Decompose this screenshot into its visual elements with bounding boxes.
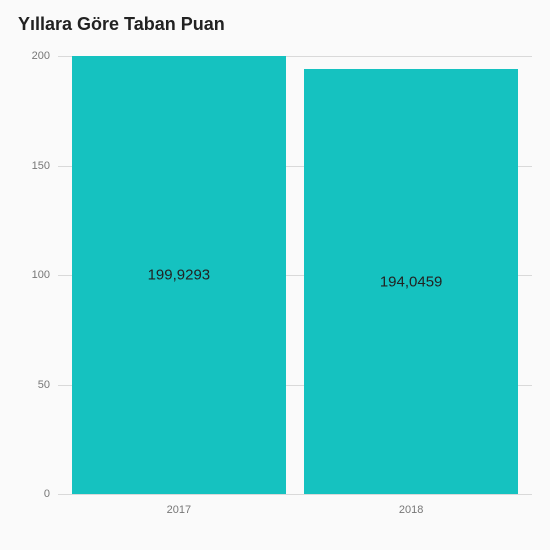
plot-area: 050100150200199,92932017194,04592018 — [58, 56, 532, 494]
bar: 194,0459 — [304, 69, 517, 494]
grid-line — [58, 494, 532, 495]
x-tick-label: 2017 — [167, 504, 191, 516]
y-tick-label: 0 — [10, 488, 50, 500]
chart-title: Yıllara Göre Taban Puan — [18, 14, 225, 35]
bar-value-label: 199,9293 — [72, 267, 285, 284]
y-tick-label: 100 — [10, 269, 50, 281]
x-tick-label: 2018 — [399, 504, 423, 516]
y-tick-label: 50 — [10, 379, 50, 391]
y-tick-label: 150 — [10, 160, 50, 172]
y-tick-label: 200 — [10, 50, 50, 62]
bar: 199,9293 — [72, 56, 285, 494]
bar-value-label: 194,0459 — [304, 273, 517, 290]
